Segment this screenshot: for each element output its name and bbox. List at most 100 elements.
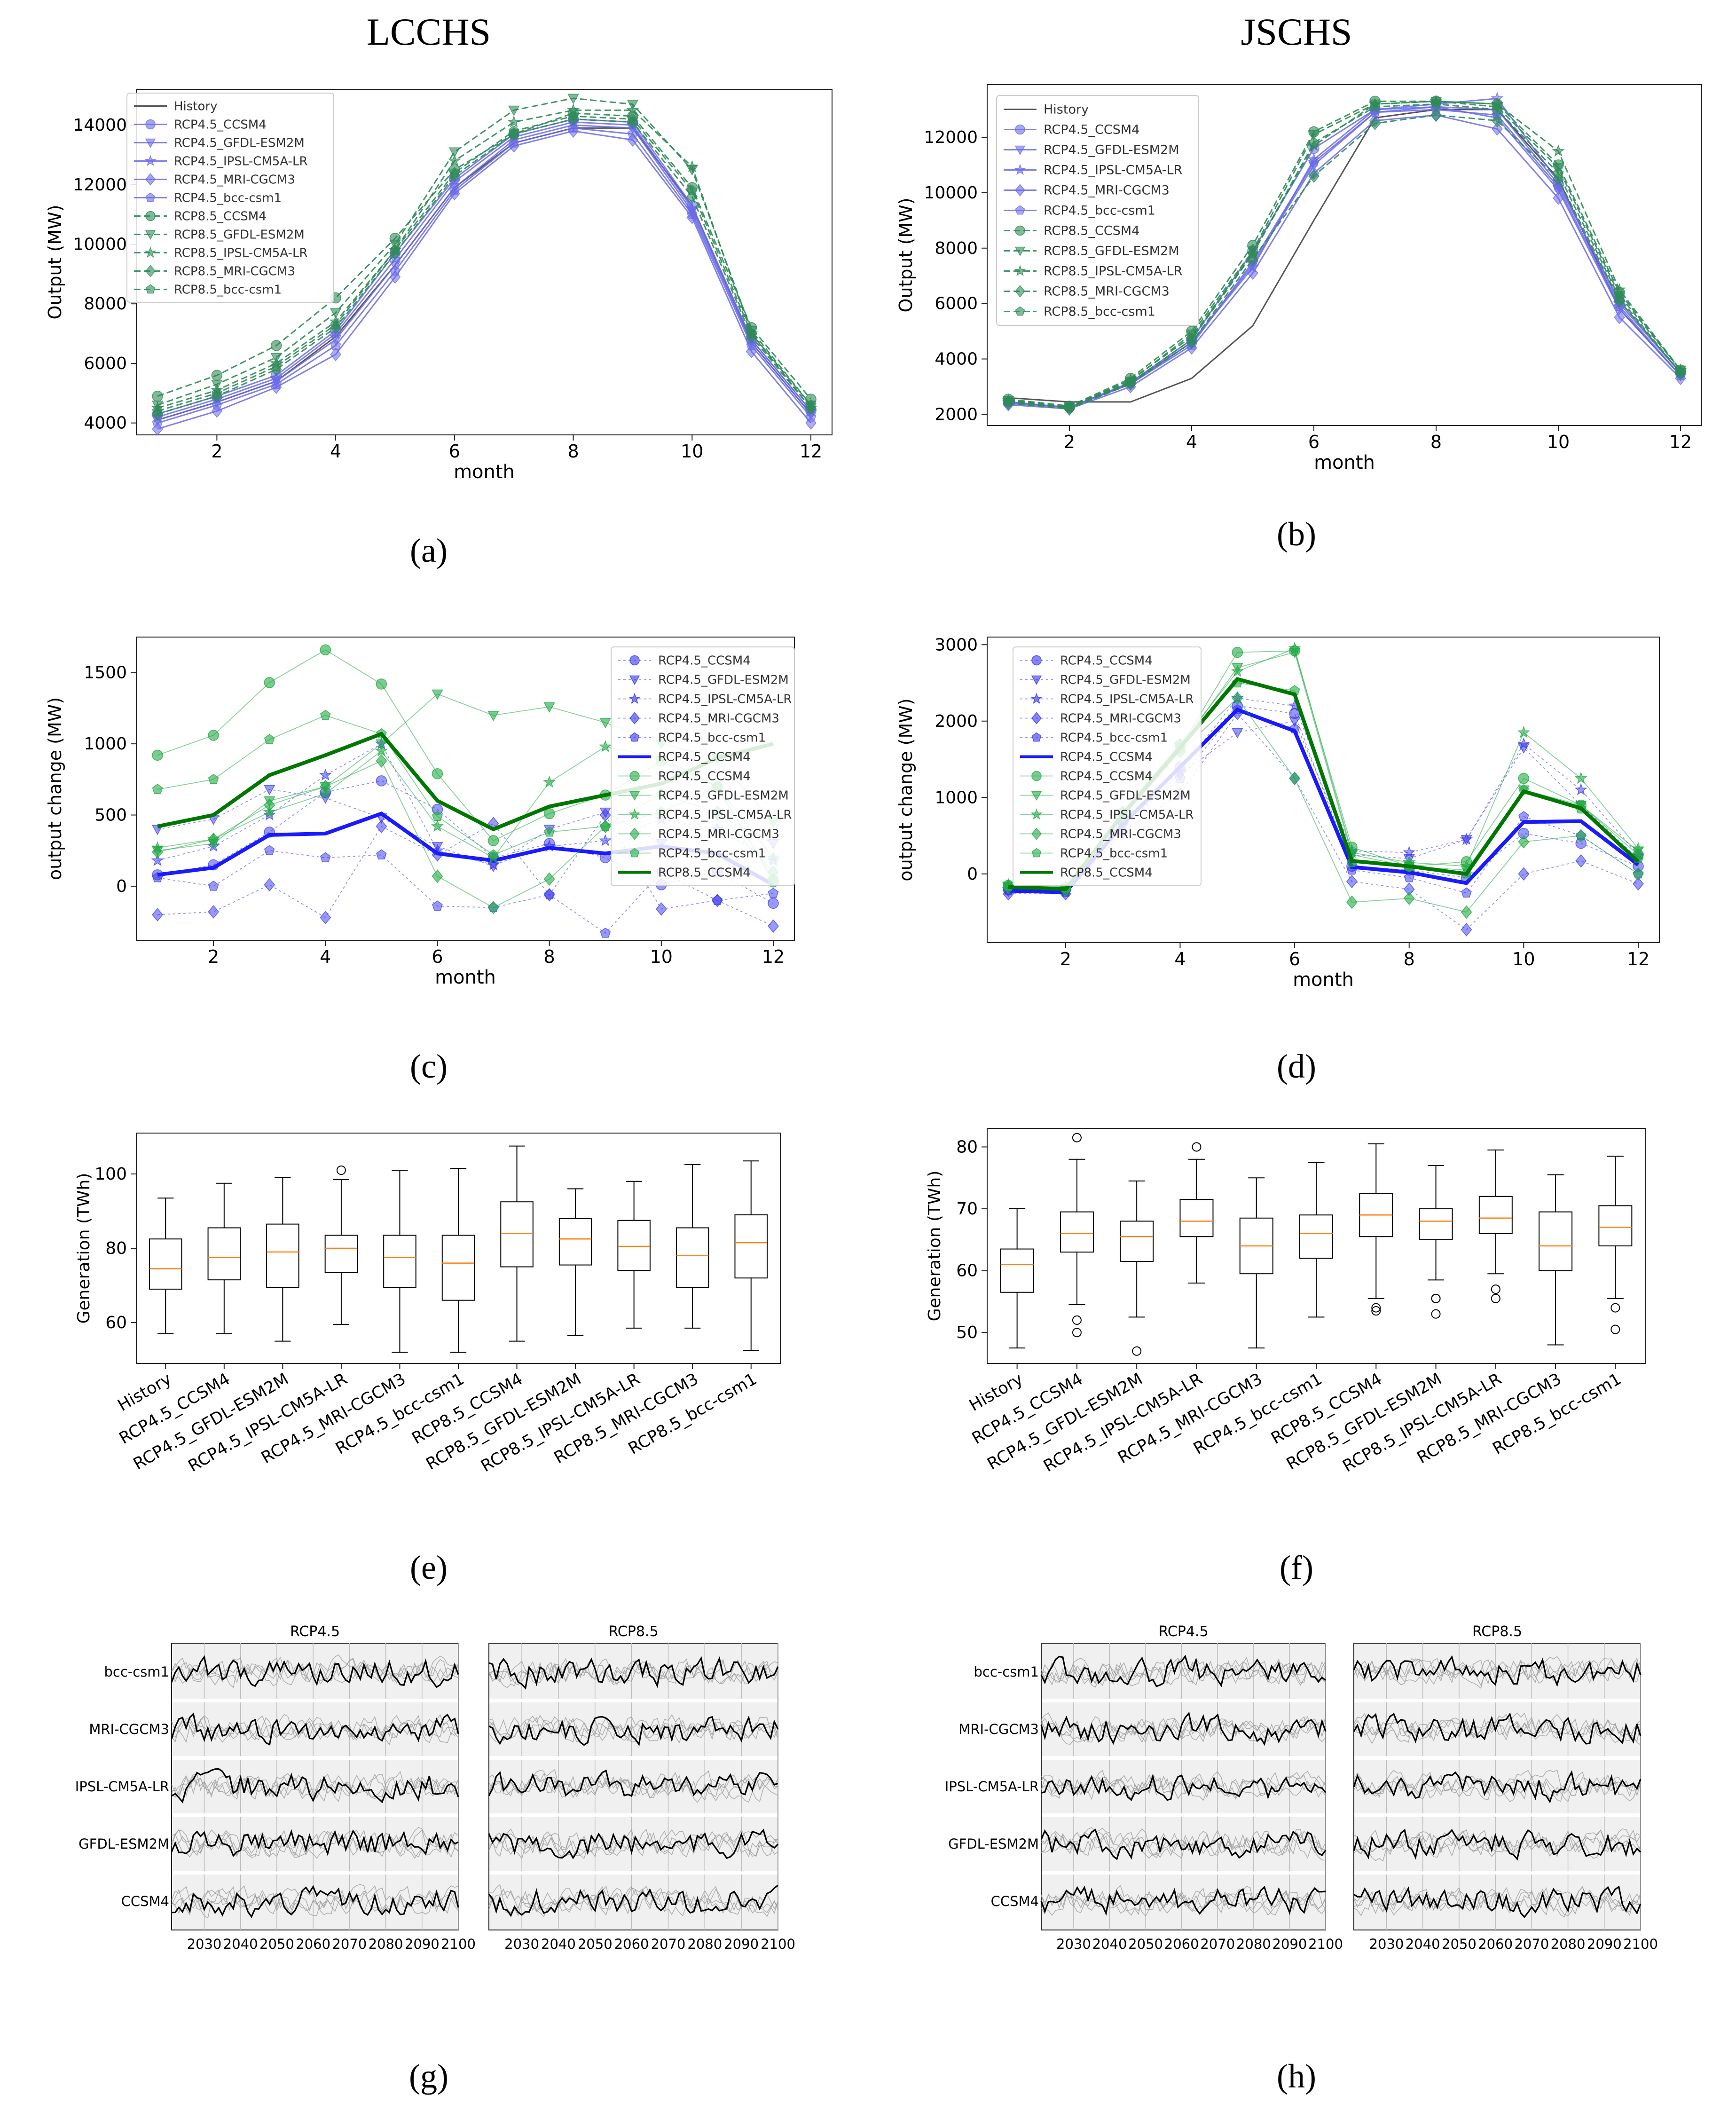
box-RCP4.5_MRI-CGCM3 [383, 1170, 416, 1353]
data-point [1247, 266, 1258, 280]
box-iqr [266, 1223, 299, 1288]
legend-marker [629, 791, 640, 801]
y-tick-label: 14000 [73, 116, 127, 135]
x-tick-label: 2030 [1369, 1936, 1404, 1952]
legend-marker [1031, 712, 1042, 725]
data-point [1575, 854, 1587, 868]
x-tick-label: 2070 [332, 1936, 367, 1952]
data-point [1518, 835, 1530, 849]
ensemble-line [171, 1655, 459, 1686]
box-RCP8.5_bcc-csm1 [734, 1160, 768, 1351]
legend-label: RCP8.5_GFDL-ESM2M [174, 228, 305, 242]
x-tick-label: 6 [1308, 432, 1320, 452]
main-series-line [1040, 1828, 1327, 1860]
data-point [544, 826, 555, 837]
x-tick-label: 8 [1404, 949, 1415, 969]
box-RCP8.5_GFDL-ESM2M [1419, 1165, 1453, 1319]
series-line [1008, 100, 1681, 407]
x-tick-label: 2090 [1587, 1936, 1622, 1952]
data-point [1675, 367, 1686, 378]
data-point [449, 185, 460, 196]
main-series-line [1353, 1655, 1642, 1687]
x-tick-label: 2040 [1092, 1936, 1127, 1952]
row-separator [1354, 1699, 1640, 1702]
row-bcc-csm1 [1353, 1655, 1642, 1689]
row-label: CCSM4 [121, 1893, 169, 1909]
legend-marker [1031, 655, 1042, 666]
x-tick-label: 2080 [687, 1936, 722, 1952]
data-point [768, 919, 779, 933]
legend-marker [1015, 184, 1025, 197]
row-GFDL-ESM2M [1353, 1828, 1642, 1862]
box-iqr [734, 1214, 768, 1279]
legend-label: RCP8.5_CCSM4 [1044, 224, 1139, 238]
series-line [157, 121, 812, 418]
box-RCP4.5_IPSL-CM5A-LR [1179, 1142, 1214, 1284]
box-RCP4.5_bcc-csm1 [441, 1168, 475, 1353]
legend-label: RCP4.5_GFDL-ESM2M [658, 673, 789, 687]
x-tick-label: 2030 [504, 1936, 539, 1952]
row-label: MRI-CGCM3 [89, 1721, 169, 1737]
main-series-line [1040, 1711, 1327, 1746]
data-point [1186, 334, 1197, 344]
legend-label: RCP8.5_MRI-CGCM3 [1044, 284, 1170, 299]
data-point [264, 798, 275, 812]
ensemble-line [488, 1889, 778, 1917]
series-line [157, 118, 812, 415]
x-tick-label: 6 [1289, 949, 1300, 969]
x-tick-label: 2050 [1128, 1936, 1163, 1952]
y-tick-label: 0 [116, 877, 127, 896]
outlier [1610, 1324, 1620, 1334]
legend-marker [145, 211, 156, 221]
outlier [1371, 1306, 1381, 1316]
outlier [1072, 1328, 1082, 1338]
main-series-line [1040, 1654, 1326, 1687]
legend-marker [628, 808, 641, 820]
row-IPSL-CM5A-LR [171, 1768, 459, 1804]
series-line [157, 124, 812, 421]
data-point [208, 773, 219, 784]
data-point [1346, 874, 1358, 889]
data-point [508, 105, 520, 116]
row-IPSL-CM5A-LR [1041, 1770, 1327, 1801]
data-point [768, 888, 779, 898]
panel-frame [1353, 1643, 1641, 1930]
box-iqr [149, 1238, 182, 1290]
main-series-line [488, 1769, 778, 1797]
y-tick-label: 60 [956, 1261, 978, 1281]
legend-marker [145, 230, 156, 240]
data-point [1308, 169, 1320, 183]
row-separator [172, 1699, 458, 1702]
data-point [1403, 891, 1415, 906]
data-point [685, 160, 699, 173]
legend-label: RCP4.5_bcc-csm1 [1044, 204, 1155, 218]
legend-marker [145, 265, 156, 277]
legend-label: RCP8.5_IPSL-CM5A-LR [174, 246, 308, 260]
x-tick-label: 12 [800, 441, 822, 462]
main-series-line [1353, 1770, 1642, 1804]
data-point [330, 339, 341, 350]
x-tick-label: 2080 [369, 1936, 403, 1952]
x-tick-label: 12 [1627, 949, 1650, 969]
legend-label: RCP4.5_IPSL-CM5A-LR [658, 808, 792, 822]
legend-marker [629, 655, 640, 666]
data-point [1461, 923, 1472, 937]
box-iqr [383, 1235, 416, 1288]
legend-marker [629, 732, 640, 742]
data-point [508, 137, 519, 148]
y-axis-label: output change (MW) [895, 698, 916, 881]
legend-label: RCP4.5_bcc-csm1 [1060, 847, 1168, 861]
data-point [270, 340, 282, 351]
data-point [1574, 783, 1587, 796]
panel-title: RCP4.5 [1158, 1623, 1208, 1640]
row-label: MRI-CGCM3 [958, 1721, 1039, 1737]
data-point [431, 819, 444, 832]
data-point [375, 744, 388, 756]
outlier [1132, 1346, 1142, 1356]
data-point [1289, 772, 1301, 785]
x-tick-label: 10 [1512, 949, 1535, 969]
panel-label-f: (f) [1280, 1549, 1313, 1586]
ensemble-line [1041, 1773, 1326, 1801]
